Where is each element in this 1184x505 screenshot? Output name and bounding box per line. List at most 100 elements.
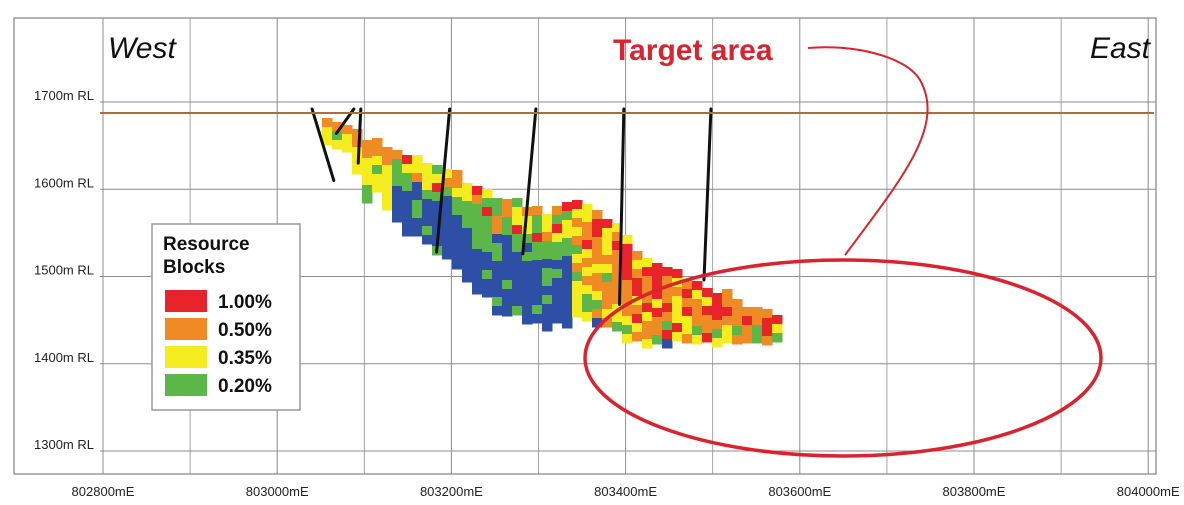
resource-block (542, 304, 553, 314)
resource-block (452, 260, 463, 270)
resource-block (672, 269, 683, 279)
resource-block (582, 249, 593, 259)
resource-block (342, 143, 353, 153)
resource-block (412, 164, 423, 174)
resource-block (752, 316, 763, 326)
resource-block (602, 273, 613, 283)
resource-block (672, 314, 683, 324)
resource-block (572, 308, 583, 318)
resource-block (432, 183, 443, 193)
resource-block (322, 118, 333, 128)
x-tick-label: 803200mE (420, 484, 483, 499)
resource-block (562, 211, 573, 221)
resource-block (572, 299, 583, 309)
drillhole-trace (356, 107, 363, 165)
resource-block (362, 140, 373, 150)
resource-block (332, 122, 343, 132)
resource-block (382, 147, 393, 157)
resource-block (592, 309, 603, 319)
resource-block (592, 318, 603, 328)
resource-block (552, 269, 563, 279)
resource-block (402, 164, 413, 174)
resource-block (592, 255, 603, 265)
resource-block (442, 169, 453, 179)
target-area-ellipse (583, 258, 1103, 458)
resource-block (402, 155, 413, 165)
resource-block (642, 267, 653, 277)
resource-block (762, 318, 773, 328)
resource-block (592, 237, 603, 247)
resource-block (472, 213, 483, 223)
resource-block (632, 323, 643, 333)
resource-block (722, 289, 733, 299)
resource-block (702, 297, 713, 307)
resource-block (642, 294, 653, 304)
resource-block (702, 306, 713, 316)
resource-block (632, 314, 643, 324)
resource-block (622, 244, 633, 254)
resource-block (542, 241, 553, 251)
resource-block (462, 183, 473, 193)
resource-block (422, 181, 433, 191)
resource-block (532, 278, 543, 288)
resource-block (492, 207, 503, 217)
resource-block (622, 253, 633, 263)
resource-block (592, 282, 603, 292)
resource-block (672, 287, 683, 297)
resource-block (352, 165, 363, 175)
resource-block (512, 234, 523, 244)
resource-block (682, 307, 693, 317)
resource-block (422, 235, 433, 245)
resource-block (562, 247, 573, 257)
resource-block (472, 267, 483, 277)
resource-block (482, 216, 493, 226)
resource-block (682, 334, 693, 344)
resource-block (432, 201, 443, 211)
resource-block (652, 308, 663, 318)
resource-block (582, 258, 593, 268)
resource-block (642, 321, 653, 331)
resource-block (592, 273, 603, 283)
resource-block (522, 297, 533, 307)
resource-block (712, 311, 723, 321)
resource-block (372, 156, 383, 166)
resource-block (512, 216, 523, 226)
resource-block (422, 190, 433, 200)
resource-block (482, 234, 493, 244)
resource-block (452, 233, 463, 243)
resource-block (672, 332, 683, 342)
legend-item-label: 1.00% (218, 292, 272, 313)
resource-block (392, 150, 403, 160)
resource-block (602, 264, 613, 274)
resource-block (582, 240, 593, 250)
resource-block (482, 252, 493, 262)
resource-block (462, 201, 473, 211)
resource-block (462, 255, 473, 265)
resource-block (362, 176, 373, 186)
resource-block (572, 227, 583, 237)
resource-block (542, 232, 553, 242)
resource-block (492, 198, 503, 208)
resource-block (732, 326, 743, 336)
resource-block (452, 206, 463, 216)
legend-swatch (165, 290, 207, 312)
resource-block (392, 159, 403, 169)
resource-block (742, 307, 753, 317)
resource-block (492, 279, 503, 289)
resource-block (462, 246, 473, 256)
x-tick-label: 803400mE (594, 484, 657, 499)
resource-block (752, 307, 763, 317)
resource-block (492, 252, 503, 262)
drillhole-trace (702, 107, 713, 282)
resource-block (402, 227, 413, 237)
resource-block (722, 307, 733, 317)
x-tick-label: 804000mE (1117, 484, 1180, 499)
drillhole-trace (310, 107, 336, 183)
resource-block (442, 241, 453, 251)
resource-block (452, 215, 463, 225)
resource-block (542, 223, 553, 233)
resource-block (552, 206, 563, 216)
resource-block (642, 285, 653, 295)
legend-subtitle: Blocks (163, 257, 225, 278)
